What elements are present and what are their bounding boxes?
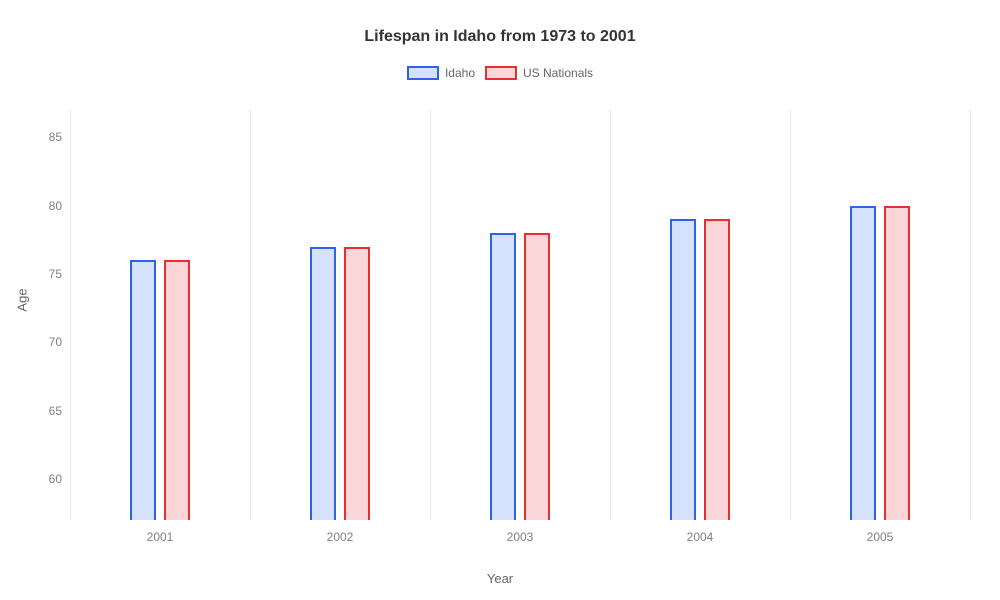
- y-tick-label: 70: [49, 335, 62, 349]
- plot-area: 60657075808520012002200320042005: [70, 110, 970, 520]
- legend-item-us-nationals: US Nationals: [485, 66, 593, 80]
- x-tick-label: 2002: [327, 530, 354, 544]
- grid-line: [970, 110, 971, 520]
- y-tick-label: 80: [49, 199, 62, 213]
- bar-us-nationals-2002: [344, 247, 370, 520]
- lifespan-bar-chart: Lifespan in Idaho from 1973 to 2001 Idah…: [0, 0, 1000, 600]
- legend-item-idaho: Idaho: [407, 66, 475, 80]
- x-tick-label: 2004: [687, 530, 714, 544]
- grid-line: [250, 110, 251, 520]
- bar-us-nationals-2001: [164, 260, 190, 520]
- bar-us-nationals-2003: [524, 233, 550, 520]
- x-axis-label: Year: [487, 571, 513, 586]
- grid-line: [430, 110, 431, 520]
- y-tick-label: 65: [49, 404, 62, 418]
- y-axis-label: Age: [15, 288, 30, 311]
- bar-idaho-2002: [310, 247, 336, 520]
- bar-idaho-2004: [670, 219, 696, 520]
- grid-line: [70, 110, 71, 520]
- x-tick-label: 2005: [867, 530, 894, 544]
- legend-label-idaho: Idaho: [445, 66, 475, 80]
- y-tick-label: 85: [49, 130, 62, 144]
- x-tick-label: 2001: [147, 530, 174, 544]
- legend-swatch-idaho: [407, 66, 439, 80]
- y-tick-label: 60: [49, 472, 62, 486]
- y-tick-label: 75: [49, 267, 62, 281]
- x-tick-label: 2003: [507, 530, 534, 544]
- grid-line: [790, 110, 791, 520]
- bar-idaho-2005: [850, 206, 876, 520]
- bar-us-nationals-2005: [884, 206, 910, 520]
- bar-idaho-2001: [130, 260, 156, 520]
- bar-idaho-2003: [490, 233, 516, 520]
- grid-line: [610, 110, 611, 520]
- chart-legend: Idaho US Nationals: [0, 66, 1000, 80]
- legend-swatch-us-nationals: [485, 66, 517, 80]
- legend-label-us-nationals: US Nationals: [523, 66, 593, 80]
- bar-us-nationals-2004: [704, 219, 730, 520]
- chart-title: Lifespan in Idaho from 1973 to 2001: [0, 0, 1000, 46]
